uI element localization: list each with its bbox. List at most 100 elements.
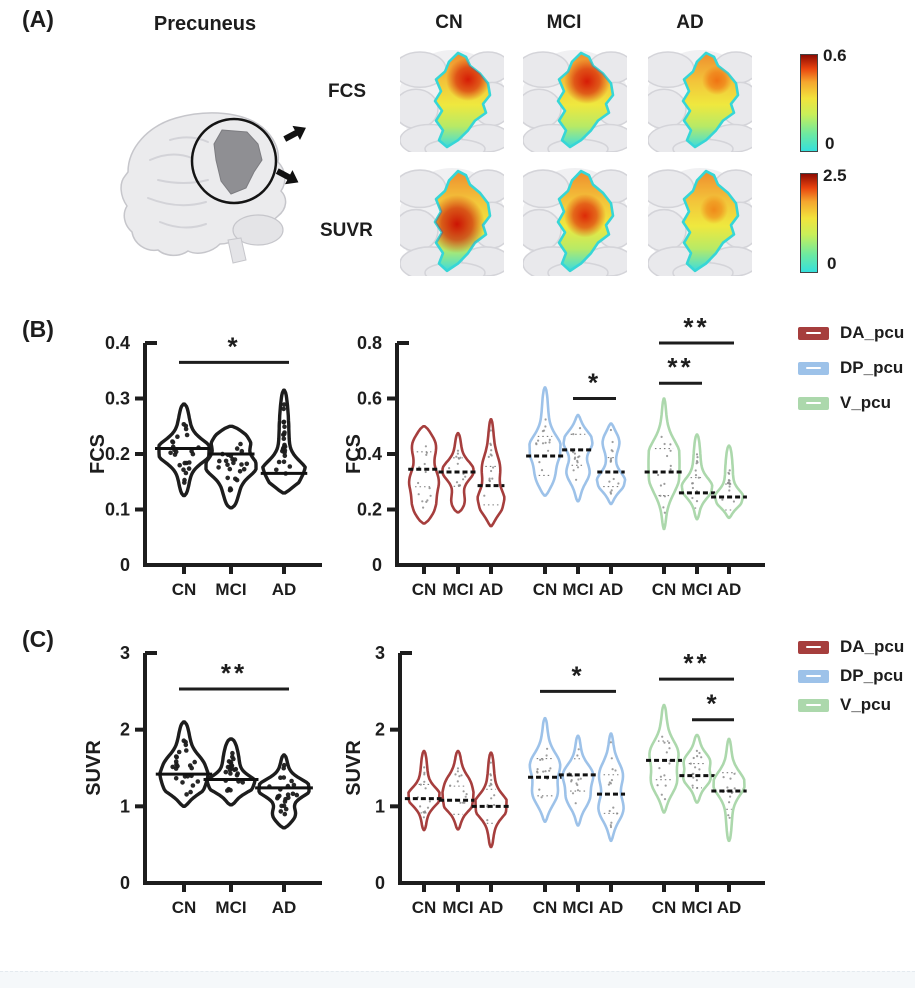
svg-text:FCS: FCS (343, 434, 365, 474)
legend-swatch-dp-pcu (798, 669, 829, 683)
panel-a-title: Precuneus (153, 13, 257, 35)
svg-text:CN: CN (412, 898, 437, 917)
svg-text:MCI: MCI (562, 580, 593, 599)
svg-text:0: 0 (120, 555, 130, 575)
svg-text:0.1: 0.1 (105, 500, 130, 520)
panel-b-label: (B) (22, 316, 54, 342)
legend-swatch-da-pcu (798, 326, 829, 340)
colorbar-suvr-min: 0 (827, 254, 837, 273)
svg-text:3: 3 (375, 643, 385, 663)
svg-text:SUVR: SUVR (343, 740, 365, 796)
svg-text:MCI: MCI (442, 898, 473, 917)
svg-text:SUVR: SUVR (83, 740, 105, 796)
svg-text:0.2: 0.2 (357, 500, 382, 520)
svg-text:AD: AD (272, 898, 297, 917)
fcs-row-label: FCS (328, 81, 366, 102)
svg-text:AD: AD (479, 580, 504, 599)
svg-text:AD: AD (599, 580, 624, 599)
svg-text:*: * (706, 689, 719, 719)
svg-text:0.3: 0.3 (105, 389, 130, 409)
svg-text:CN: CN (652, 580, 677, 599)
svg-text:2: 2 (120, 720, 130, 740)
legend-swatch-line (806, 645, 821, 649)
svg-text:1: 1 (375, 796, 385, 816)
legend-panel-c: DA_pcu DP_pcu V_pcu (798, 637, 905, 714)
svg-text:MCI: MCI (562, 898, 593, 917)
svg-text:AD: AD (717, 898, 742, 917)
svg-text:0.2: 0.2 (105, 444, 130, 464)
svg-text:**: ** (221, 658, 247, 688)
legend-item-v-pcu: V_pcu (798, 393, 904, 412)
column-header-ad: AD (676, 12, 704, 33)
brain-map-fcs-mci (523, 50, 627, 152)
suvr-violin-plot-overall: 0 1 2 3 CN MCI AD SUVR ** (83, 643, 322, 917)
svg-text:AD: AD (599, 898, 624, 917)
legend-item-da-pcu: DA_pcu (798, 637, 905, 656)
legend-swatch-v-pcu (798, 698, 829, 712)
legend-label-v-pcu: V_pcu (840, 393, 892, 412)
svg-text:**: ** (683, 314, 709, 342)
svg-text:MCI: MCI (681, 898, 712, 917)
brain-map-suvr-ad (648, 168, 752, 276)
colorbar-fcs-min: 0 (825, 134, 835, 153)
colorbar-fcs-max: 0.6 (823, 46, 847, 65)
svg-text:0.4: 0.4 (357, 444, 382, 464)
panel-a-label: (A) (22, 6, 54, 32)
svg-text:MCI: MCI (442, 580, 473, 599)
svg-text:AD: AD (479, 898, 504, 917)
legend-label-da-pcu: DA_pcu (840, 637, 905, 656)
svg-text:**: ** (667, 352, 693, 382)
svg-text:MCI: MCI (215, 580, 246, 599)
svg-text:CN: CN (412, 580, 437, 599)
legend-item-dp-pcu: DP_pcu (798, 666, 904, 685)
svg-text:2: 2 (375, 720, 385, 740)
svg-text:0.8: 0.8 (357, 333, 382, 353)
colorbar-suvr-max: 2.5 (823, 166, 847, 185)
svg-text:AD: AD (717, 580, 742, 599)
svg-text:1: 1 (120, 796, 130, 816)
svg-text:*: * (571, 660, 584, 690)
svg-text:CN: CN (172, 898, 197, 917)
brain-map-suvr-mci (523, 168, 627, 276)
column-header-cn: CN (435, 12, 463, 33)
svg-text:CN: CN (172, 580, 197, 599)
colorbar-suvr (800, 173, 818, 273)
svg-text:CN: CN (652, 898, 677, 917)
legend-swatch-line (806, 331, 821, 335)
brain-map-suvr-cn (400, 168, 504, 276)
brain-map-fcs-ad (648, 50, 752, 152)
page-bottom-band (0, 971, 915, 988)
brain-map-fcs-cn (400, 50, 504, 152)
column-header-mci: MCI (546, 12, 582, 33)
svg-text:CN: CN (533, 898, 558, 917)
legend-swatch-v-pcu (798, 396, 829, 410)
legend-swatch-line (806, 366, 821, 370)
svg-text:AD: AD (272, 580, 297, 599)
legend-item-da-pcu: DA_pcu (798, 323, 904, 342)
svg-text:0.4: 0.4 (105, 333, 130, 353)
svg-text:*: * (227, 331, 240, 361)
legend-label-dp-pcu: DP_pcu (840, 666, 904, 685)
svg-text:MCI: MCI (681, 580, 712, 599)
svg-text:0: 0 (375, 873, 385, 893)
svg-text:CN: CN (533, 580, 558, 599)
legend-swatch-dp-pcu (798, 361, 829, 375)
svg-text:0: 0 (120, 873, 130, 893)
svg-text:FCS: FCS (87, 434, 109, 474)
legend-swatch-line (806, 674, 821, 678)
svg-text:0: 0 (372, 555, 382, 575)
legend-swatch-line (806, 401, 821, 405)
svg-text:3: 3 (120, 643, 130, 663)
colorbar-fcs (800, 54, 818, 152)
legend-swatch-da-pcu (798, 640, 829, 654)
legend-label-v-pcu: V_pcu (840, 695, 892, 714)
panel-c-label: (C) (22, 626, 54, 652)
legend-item-dp-pcu: DP_pcu (798, 358, 904, 377)
legend-item-v-pcu: V_pcu (798, 695, 904, 714)
fcs-violin-plot-subregions: 00.20.40.60.8CN MCI AD CN MCI AD CN MCI ADFCS***… (343, 314, 765, 599)
svg-text:0.6: 0.6 (357, 389, 382, 409)
legend-swatch-line (806, 703, 821, 707)
svg-text:*: * (588, 368, 601, 398)
svg-text:MCI: MCI (215, 898, 246, 917)
